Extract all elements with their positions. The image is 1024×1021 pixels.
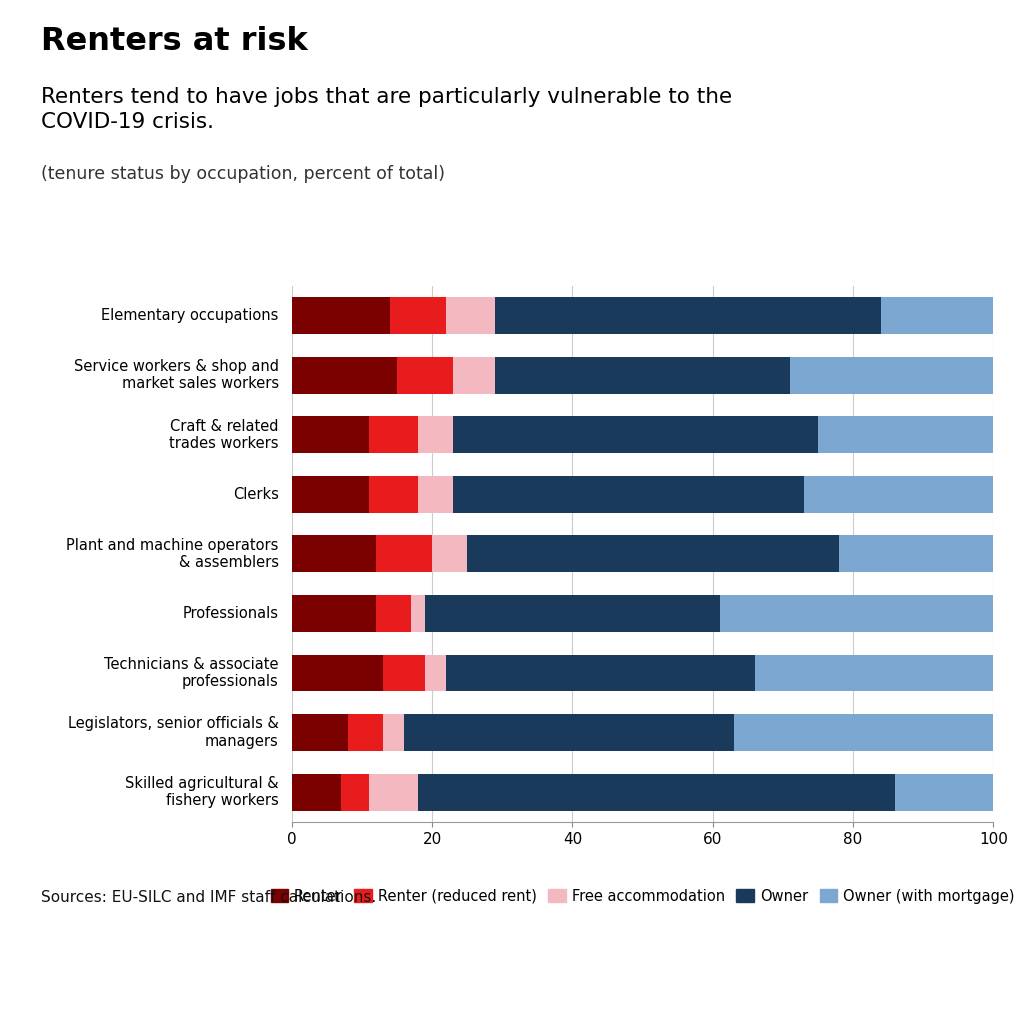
Bar bbox=[790, 356, 993, 394]
Bar bbox=[818, 417, 993, 453]
Bar bbox=[418, 774, 895, 811]
Bar bbox=[369, 476, 418, 513]
Bar bbox=[292, 595, 376, 632]
Legend: Renter, Renter (reduced rent), Free accommodation, Owner, Owner (with mortgage): Renter, Renter (reduced rent), Free acco… bbox=[265, 883, 1020, 910]
Bar bbox=[804, 476, 993, 513]
Bar bbox=[418, 417, 454, 453]
Bar bbox=[404, 714, 734, 751]
Bar bbox=[292, 714, 348, 751]
Bar bbox=[446, 297, 496, 334]
Bar bbox=[376, 595, 411, 632]
Bar bbox=[454, 356, 496, 394]
Bar bbox=[895, 774, 993, 811]
Bar bbox=[369, 774, 418, 811]
Bar bbox=[446, 654, 755, 691]
Bar bbox=[348, 714, 383, 751]
Text: INTERNATIONAL MONETARY FUND: INTERNATIONAL MONETARY FUND bbox=[327, 972, 697, 990]
Bar bbox=[720, 595, 993, 632]
Bar bbox=[425, 595, 720, 632]
Bar bbox=[376, 535, 432, 573]
Text: Sources: EU-SILC and IMF staff calculations.: Sources: EU-SILC and IMF staff calculati… bbox=[41, 890, 376, 906]
Bar bbox=[734, 714, 993, 751]
Text: Renters at risk: Renters at risk bbox=[41, 26, 307, 56]
Bar bbox=[292, 654, 383, 691]
Bar bbox=[467, 535, 839, 573]
Bar bbox=[425, 654, 446, 691]
Bar bbox=[390, 297, 446, 334]
Bar bbox=[432, 535, 467, 573]
Bar bbox=[397, 356, 454, 394]
Bar bbox=[292, 476, 369, 513]
Bar bbox=[369, 417, 418, 453]
Bar bbox=[292, 297, 390, 334]
Bar bbox=[411, 595, 425, 632]
Bar bbox=[383, 654, 425, 691]
Bar bbox=[292, 356, 397, 394]
Bar bbox=[839, 535, 993, 573]
Bar bbox=[454, 476, 804, 513]
Bar bbox=[496, 297, 881, 334]
Bar bbox=[755, 654, 993, 691]
Text: (tenure status by occupation, percent of total): (tenure status by occupation, percent of… bbox=[41, 165, 445, 184]
Bar bbox=[496, 356, 790, 394]
Bar bbox=[881, 297, 993, 334]
Bar bbox=[418, 476, 454, 513]
Bar bbox=[454, 417, 818, 453]
Bar bbox=[292, 535, 376, 573]
Bar bbox=[292, 774, 341, 811]
Text: Renters tend to have jobs that are particularly vulnerable to the
COVID-19 crisi: Renters tend to have jobs that are parti… bbox=[41, 87, 732, 133]
Bar bbox=[292, 417, 369, 453]
Bar bbox=[341, 774, 369, 811]
Bar bbox=[383, 714, 404, 751]
